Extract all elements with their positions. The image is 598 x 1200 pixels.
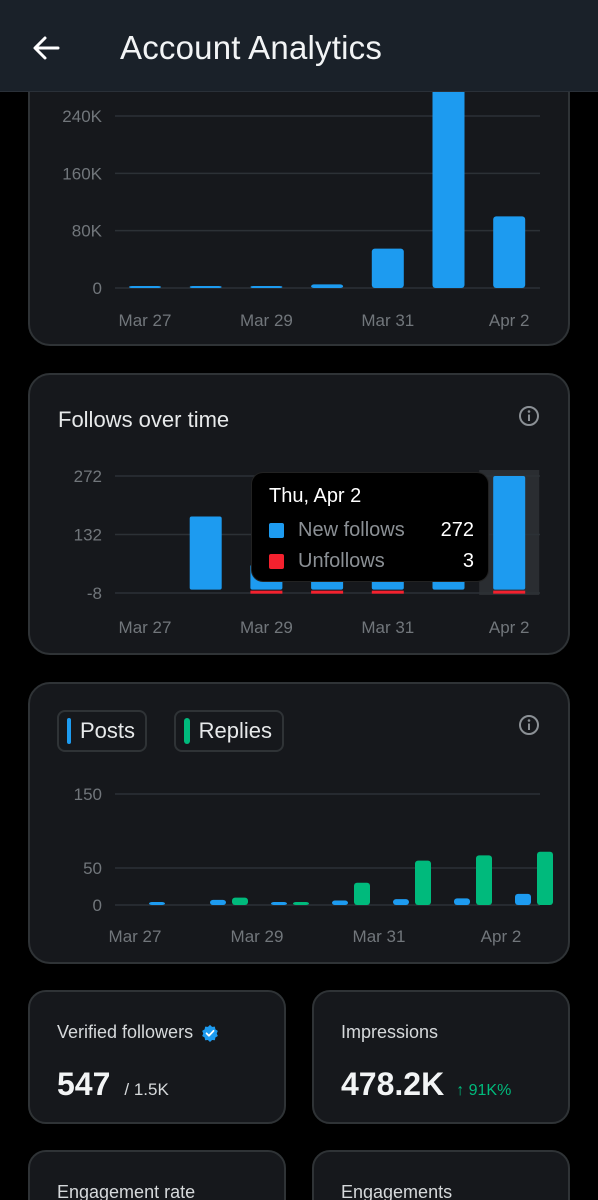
page-title: Account Analytics [120, 29, 383, 66]
new-follows-bar[interactable] [493, 476, 526, 590]
impressions-bar[interactable] [432, 83, 465, 288]
stat-sub: / 1.5K [124, 1080, 169, 1099]
posts-bar[interactable] [332, 900, 348, 905]
replies-bar[interactable] [293, 902, 309, 905]
tooltip-row-unfollows: Unfollows 3 [269, 548, 474, 574]
y-tick-label: 132 [74, 526, 102, 545]
engagements-card[interactable]: Engagements [312, 1150, 570, 1200]
impressions-card[interactable]: Impressions 478.2K ↑ 91K% [312, 990, 570, 1124]
new-follows-bar[interactable] [189, 516, 222, 590]
posts-bar[interactable] [393, 899, 409, 905]
legend-posts-label: Posts [79, 718, 135, 743]
unfollows-bar[interactable] [371, 590, 404, 594]
x-tick-label: Apr 2 [489, 311, 530, 330]
stat-label: Engagement rate [57, 1182, 196, 1200]
y-tick-label: 80K [72, 222, 103, 241]
tooltip-row-new-follows: New follows 272 [269, 517, 474, 543]
tooltip-date: Thu, Apr 2 [269, 485, 362, 507]
y-tick-label: 272 [74, 467, 102, 486]
x-tick-label: Mar 29 [240, 311, 293, 330]
stat-value-wrapper: 547 / 1.5K [57, 1066, 169, 1103]
x-tick-label: Mar 31 [353, 927, 406, 946]
replies-bar[interactable] [415, 860, 431, 905]
tooltip-value: 272 [440, 518, 474, 541]
y-tick-label: -8 [87, 584, 102, 603]
stat-label-wrapper: Verified followers [57, 1022, 219, 1043]
replies-bar[interactable] [232, 897, 248, 905]
unfollows-swatch [269, 553, 284, 569]
x-tick-label: Mar 27 [109, 927, 162, 946]
impressions-bar-chart[interactable]: 0 80K 160K 240K Mar 27 Mar 29 Mar 31 Apr 2 [30, 42, 570, 346]
follows-chart-title: Follows over time [58, 407, 230, 432]
unfollows-bar[interactable] [493, 590, 526, 594]
y-tick-label: 0 [93, 896, 102, 915]
x-tick-label: Mar 27 [119, 311, 172, 330]
unfollows-bar[interactable] [311, 590, 344, 594]
legend-replies-marker [184, 718, 190, 744]
stat-label: Impressions [341, 1022, 439, 1042]
posts-bar[interactable] [149, 902, 165, 905]
replies-bar[interactable] [354, 882, 370, 905]
back-button[interactable] [26, 28, 66, 68]
arrow-left-icon [33, 36, 60, 60]
impressions-bar[interactable] [189, 286, 222, 288]
y-tick-label: 150 [74, 785, 102, 804]
chart-tooltip: Thu, Apr 2 New follows 272 Unfollows 3 [251, 472, 489, 582]
impressions-bar[interactable] [311, 284, 344, 288]
posts-bar[interactable] [515, 893, 531, 905]
x-tick-label: Mar 31 [361, 311, 414, 330]
impressions-bar[interactable] [371, 248, 404, 288]
impressions-bar[interactable] [493, 216, 526, 288]
stat-value: 478.2K [341, 1066, 445, 1102]
info-icon[interactable] [518, 714, 540, 736]
tooltip-value: 3 [462, 549, 474, 572]
tooltip-label: Unfollows [298, 549, 385, 572]
unfollows-bar[interactable] [250, 590, 283, 594]
x-tick-label: Apr 2 [481, 927, 522, 946]
posts-bar[interactable] [271, 902, 287, 905]
replies-bar[interactable] [476, 855, 492, 905]
app-header: Account Analytics [0, 0, 598, 92]
y-tick-label: 240K [62, 107, 102, 126]
stat-label: Verified followers [57, 1022, 194, 1042]
impressions-bar[interactable] [250, 286, 283, 288]
posts-replies-bar-chart[interactable]: 0 50 150 Mar 27 Mar 29 Mar 31 Apr 2 [30, 684, 570, 964]
stat-value: 547 [57, 1066, 111, 1102]
info-icon[interactable] [518, 405, 540, 427]
stat-change: ↑ 91K% [456, 1082, 512, 1099]
verified-followers-card[interactable]: Verified followers 547 / 1.5K [28, 990, 286, 1124]
tooltip-label: New follows [298, 518, 405, 541]
posts-bar[interactable] [210, 899, 226, 905]
legend-posts-chip[interactable]: Posts [57, 710, 147, 752]
legend-replies-chip[interactable]: Replies [174, 710, 284, 752]
engagement-rate-card[interactable]: Engagement rate [28, 1150, 286, 1200]
legend-posts-marker [67, 718, 71, 744]
x-tick-label: Mar 31 [361, 618, 414, 637]
y-tick-label: 160K [62, 164, 102, 183]
y-tick-label: 50 [83, 859, 102, 878]
x-tick-label: Apr 2 [489, 618, 530, 637]
verified-badge-icon [202, 1024, 218, 1042]
impressions-bar[interactable] [129, 286, 161, 288]
stat-value-wrapper: 478.2K ↑ 91K% [341, 1066, 511, 1103]
stat-label: Engagements [341, 1182, 453, 1200]
legend-replies-label: Replies [198, 718, 272, 743]
posts-bar[interactable] [454, 898, 470, 905]
y-tick-label: 0 [93, 279, 102, 298]
x-tick-label: Mar 29 [240, 618, 293, 637]
x-tick-label: Mar 27 [119, 618, 172, 637]
new-follows-swatch [269, 522, 284, 538]
x-tick-label: Mar 29 [231, 927, 284, 946]
replies-bar[interactable] [537, 851, 553, 905]
